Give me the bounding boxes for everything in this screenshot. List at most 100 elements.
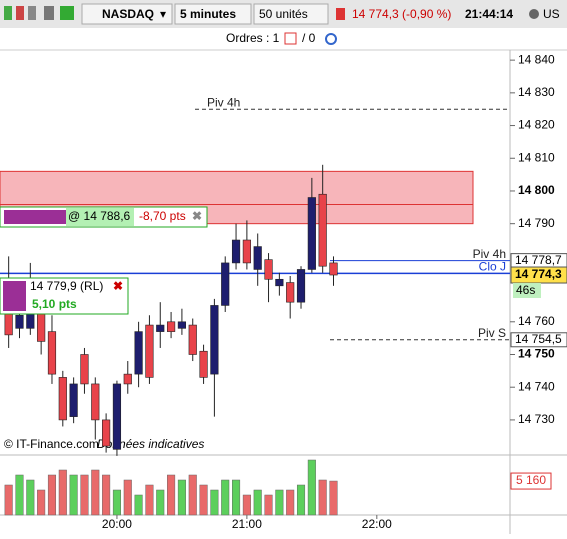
candle-body — [188, 324, 197, 355]
y-tick-label: 14 740 — [518, 379, 555, 393]
candle-body — [329, 262, 338, 276]
units: 50 unités — [259, 7, 308, 21]
y-tick-label: 14 790 — [518, 216, 555, 230]
candle-body — [210, 305, 219, 375]
candle-body — [242, 239, 251, 264]
volume-bar — [275, 489, 284, 516]
volume-bar — [318, 479, 327, 516]
order-close: ✖ — [192, 209, 202, 223]
icon — [529, 9, 539, 19]
level-value: 14 754,5 — [515, 332, 562, 346]
level-value: 14 778,7 — [515, 253, 562, 267]
order-handle — [3, 281, 26, 311]
x-tick-label: 20:00 — [102, 517, 132, 531]
candle-body — [296, 269, 306, 303]
icon[interactable] — [16, 6, 24, 20]
candle-body — [177, 321, 187, 329]
candle-body — [47, 331, 57, 375]
volume-bar — [232, 479, 241, 516]
y-tick-label: 14 840 — [518, 52, 555, 66]
volume-bar — [253, 489, 262, 516]
order-pts: 5,10 pts — [32, 297, 77, 311]
volume-bar — [47, 474, 57, 516]
y-tick-label: 14 730 — [518, 412, 555, 426]
countdown: 46s — [516, 283, 535, 297]
volume-bar — [296, 484, 306, 516]
level-name: Clo J — [479, 260, 506, 274]
volume-bar — [112, 489, 121, 516]
volume-bar — [91, 469, 100, 516]
candle-body — [15, 314, 24, 329]
y-tick-label: 14 800 — [518, 183, 555, 197]
volume-bar — [264, 494, 273, 516]
level-value-box — [510, 332, 567, 348]
volume-bar — [329, 480, 338, 516]
level-name: Piv 4h — [473, 247, 506, 261]
volume-bar — [286, 489, 295, 516]
icon[interactable] — [28, 6, 36, 20]
candle-body — [58, 377, 67, 421]
volume-bar — [307, 459, 316, 516]
candle-body — [80, 354, 89, 385]
volume-bar — [37, 489, 46, 516]
volume-bar — [145, 484, 154, 516]
orders-bar — [0, 28, 567, 50]
order-price: @ 14 788,6 — [68, 209, 131, 223]
volume-bar — [167, 474, 176, 516]
candle-body — [307, 197, 316, 270]
candle-body — [91, 383, 100, 421]
candle-body — [69, 383, 78, 417]
close-icon[interactable] — [284, 32, 297, 45]
candle-body — [264, 259, 273, 280]
symbol-select[interactable] — [81, 3, 173, 25]
source: © IT-Finance.com — [4, 437, 99, 451]
last-price: 14 774,3 — [515, 267, 562, 281]
x-tick-label: 22:00 — [362, 517, 392, 531]
units-select[interactable] — [253, 3, 329, 25]
order-price: 14 779,9 (RL) — [30, 279, 103, 293]
icon[interactable] — [60, 6, 74, 20]
positions[interactable]: / 0 — [302, 31, 316, 45]
volume-bar — [188, 474, 197, 516]
candle-body — [253, 246, 262, 270]
y-tick-label: 14 760 — [518, 314, 555, 328]
orders[interactable]: Ordres : 1 — [226, 31, 280, 45]
candle-body — [102, 419, 111, 447]
volume-bar — [80, 474, 89, 516]
volume-bar — [26, 479, 35, 516]
volume-bar — [58, 469, 67, 516]
volume-value: 5 160 — [516, 473, 546, 487]
volume-bar — [4, 484, 13, 516]
level-name: Piv S — [478, 326, 506, 340]
volume-bar — [199, 484, 208, 516]
candle-body — [275, 278, 284, 287]
candle-body — [286, 282, 295, 303]
volume-bar — [242, 494, 251, 516]
candle-body — [123, 373, 132, 385]
volume-bar — [15, 474, 24, 516]
candle-body — [166, 321, 176, 332]
volume-bar — [156, 489, 165, 516]
volume-bar — [123, 479, 132, 516]
y-tick-label: 14 750 — [518, 347, 555, 361]
icon[interactable] — [44, 6, 54, 20]
x-tick-label: 21:00 — [232, 517, 262, 531]
volume-value-box — [510, 472, 552, 490]
volume-bar — [221, 479, 230, 516]
volume-bar — [210, 489, 219, 516]
y-tick-label: 14 810 — [518, 150, 555, 164]
dropdown-arrow: ▾ — [160, 7, 166, 21]
order-pts: -8,70 pts — [139, 209, 186, 223]
icon[interactable] — [4, 6, 12, 20]
quote: 14 774,3 (-0,90 %) — [352, 7, 451, 21]
volume-bar — [102, 474, 111, 516]
candle-body — [318, 193, 327, 267]
period-select[interactable] — [174, 3, 252, 25]
volume-bar — [177, 479, 186, 516]
candle-body — [221, 262, 230, 306]
icon[interactable] — [336, 8, 345, 20]
settings-icon[interactable] — [325, 33, 337, 45]
symbol: NASDAQ — [102, 7, 154, 21]
y-tick-label: 14 820 — [518, 118, 555, 132]
